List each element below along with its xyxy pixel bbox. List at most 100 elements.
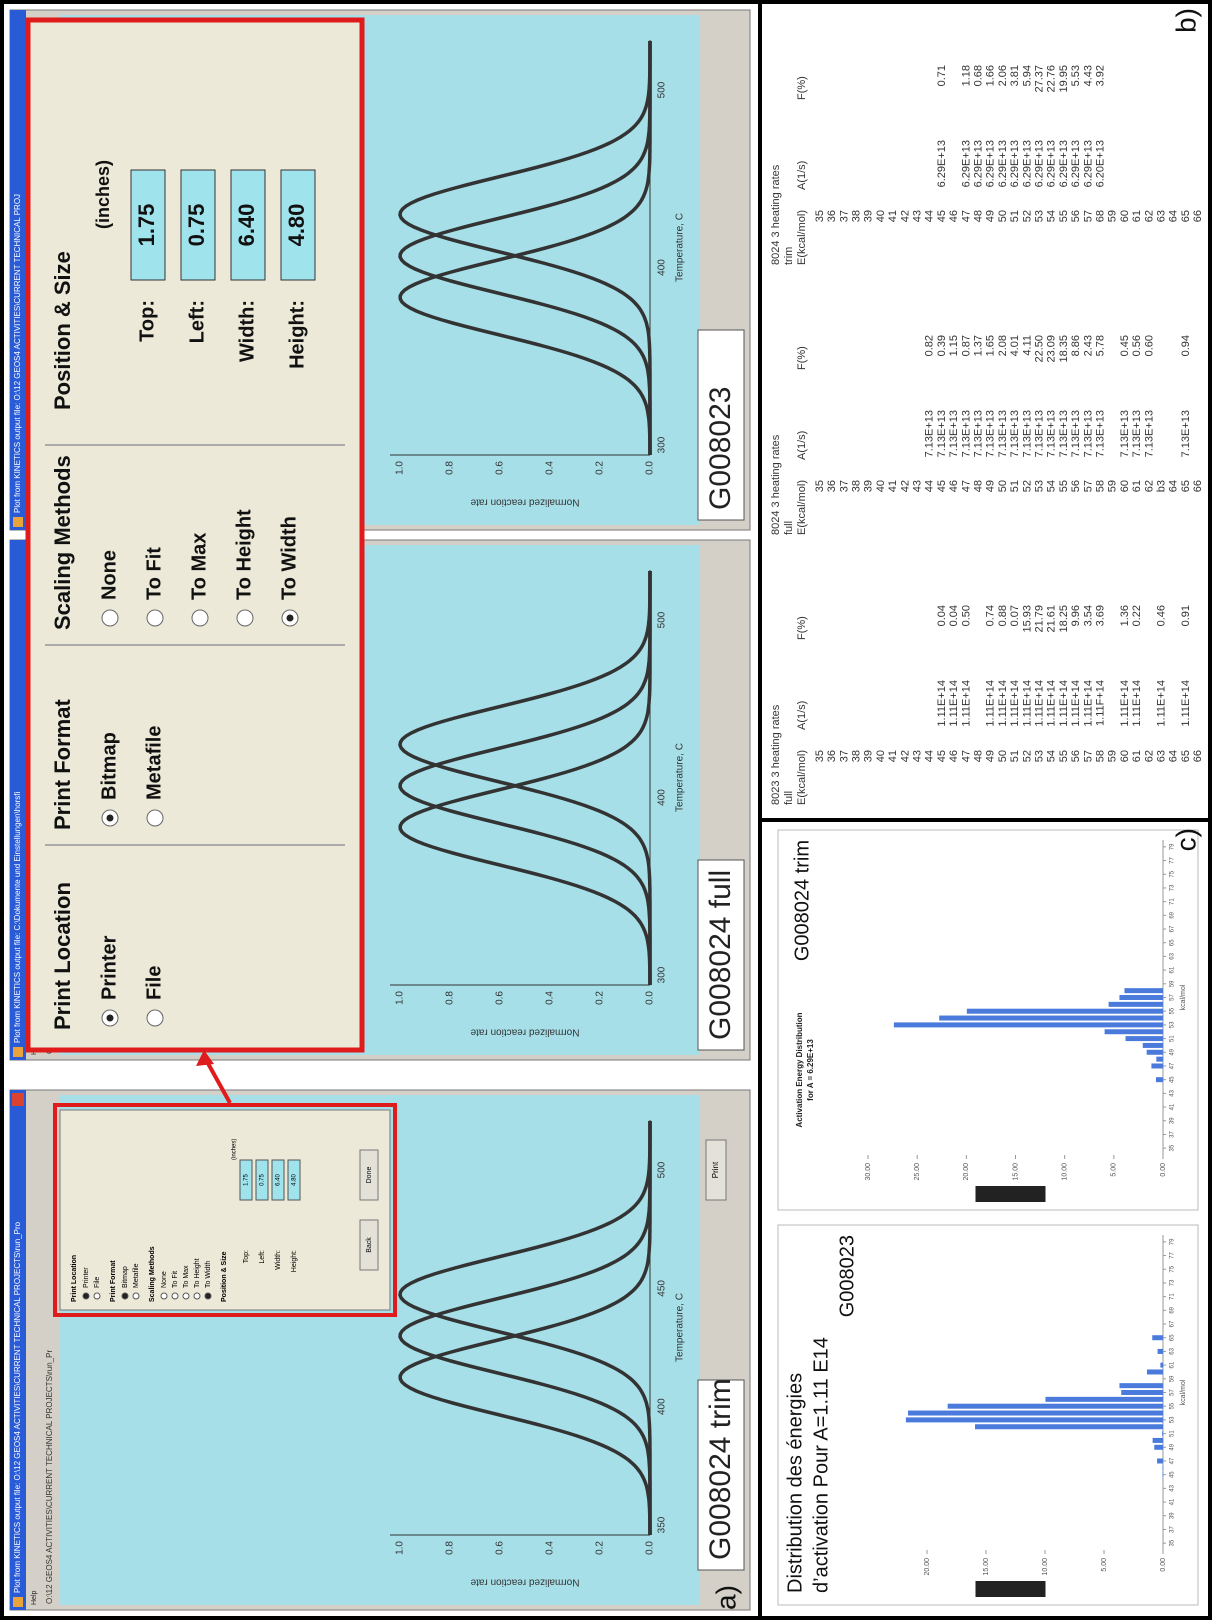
radio[interactable] [236,609,254,627]
dialog-button[interactable] [359,1149,379,1201]
radio-dot [106,1014,114,1022]
table-cell: 0.71 [936,65,948,86]
group-subtitle: trim [783,247,795,265]
x-tick-label: 39 [1170,1512,1176,1519]
close-button [12,1093,24,1106]
print-button[interactable] [705,1139,727,1201]
x-tick-label: 37 [1170,1130,1176,1137]
y-tick-label: 0.00 [1160,1558,1167,1572]
table-cell: 0.39 [936,335,948,356]
x-tick-label: 71 [1170,898,1176,905]
field-box[interactable] [280,169,316,281]
menu-item: Help [31,1590,38,1605]
radio-label: File [143,966,165,1000]
table-cell: 37 [838,750,850,762]
table-cell: 0.68 [973,65,985,86]
small-field-box [239,1159,253,1201]
table-cell: 0.94 [1180,335,1192,356]
table-cell: 7.13E+13 [1070,410,1082,457]
table-cell: 19.95 [1058,65,1070,93]
bar [1157,1458,1163,1464]
table-cell: 1.11E+14 [948,680,960,727]
y-tick-label: 15.00 [983,1558,990,1576]
table-cell: 52 [1021,480,1033,492]
table-cell: 7.13E+13 [1119,410,1131,457]
table-cell: 9.96 [1070,605,1082,626]
x-tick-label: 77 [1170,857,1176,864]
table-cell: 7.13E+13 [924,410,936,457]
table-cell: 1.15 [948,335,960,356]
table-cell: 56 [1070,480,1082,492]
table-cell: 2.43 [1082,335,1094,356]
x-tick-label: 47 [1170,1457,1176,1464]
table-cell: 6.29E+13 [997,140,1009,187]
field-box[interactable] [230,169,266,281]
table-cell: 54 [1046,750,1058,762]
dialog-button-label: Done [366,1167,373,1184]
table-cell: 1.11E+14 [1021,680,1033,727]
table-cell: 1.11E+14 [1131,680,1143,727]
table-cell: 1.66 [985,65,997,86]
x-tick-label: 69 [1170,1306,1176,1313]
table-cell: 66 [1192,480,1204,492]
radio[interactable] [146,1009,164,1027]
column-header: A(1/s) [796,161,808,190]
column-header: F(%) [796,76,808,100]
x-tick-label: 73 [1170,1279,1176,1286]
small-option: To Width [205,1261,212,1288]
title-bar [10,1090,26,1610]
table-cell: 63 [1156,210,1168,222]
table-cell: 5.78 [1095,335,1107,356]
table-cell: 50 [997,210,1009,222]
table-cell: 6.29E+13 [1082,140,1094,187]
table-cell: 42 [899,750,911,762]
table-cell: 4.01 [1009,335,1021,356]
y-tick-label: 5.00 [1111,1163,1118,1177]
x-tick-label: 400 [657,789,668,806]
small-field-label: Top: [243,1250,250,1263]
radio[interactable] [146,609,164,627]
x-axis-label: Temperature, C [675,213,686,282]
bar [893,1022,1164,1028]
table-cell: 0.60 [1143,335,1155,356]
x-tick-label: 77 [1170,1252,1176,1259]
chart-subtitle: for A = 6.29E+13 [806,1039,815,1101]
small-field-box [287,1159,301,1201]
x-tick-label: 400 [657,1398,668,1415]
table-cell: 52 [1021,210,1033,222]
dialog-button[interactable] [359,1219,379,1271]
window-icon [13,1597,23,1607]
field-box[interactable] [130,169,166,281]
table-cell: 36 [826,480,838,492]
table-cell: 3.69 [1095,605,1107,626]
table-cell: 1.11E+14 [997,680,1009,727]
x-tick-label: 71 [1170,1293,1176,1300]
column-header: F(%) [796,616,808,640]
bar [1152,1335,1163,1341]
radio-dot [286,614,294,622]
screenshot-label: G008024 full [704,870,737,1040]
radio[interactable] [146,809,164,827]
table-cell: 23.09 [1046,335,1058,363]
small-field-box [255,1159,269,1201]
radio[interactable] [191,609,209,627]
table-cell: 44 [924,480,936,492]
x-tick-label: 57 [1170,1389,1176,1396]
table-cell: 0.04 [948,605,960,626]
table-cell: 40 [875,210,887,222]
y-tick-label: 15.00 [1012,1163,1019,1181]
table-cell: 5.94 [1021,65,1033,86]
table-cell: 45 [936,480,948,492]
curve [398,571,652,985]
table-cell: 53 [1034,480,1046,492]
section-title: Print Format [50,699,75,830]
radio[interactable] [101,609,119,627]
legend-swatch [975,1186,1046,1202]
small-option: File [94,1277,101,1288]
group-subtitle: full [783,791,795,805]
small-option: None [161,1271,168,1288]
table-cell: 0.07 [1009,605,1021,626]
table-cell: 6.29E+13 [985,140,997,187]
field-box[interactable] [180,169,216,281]
